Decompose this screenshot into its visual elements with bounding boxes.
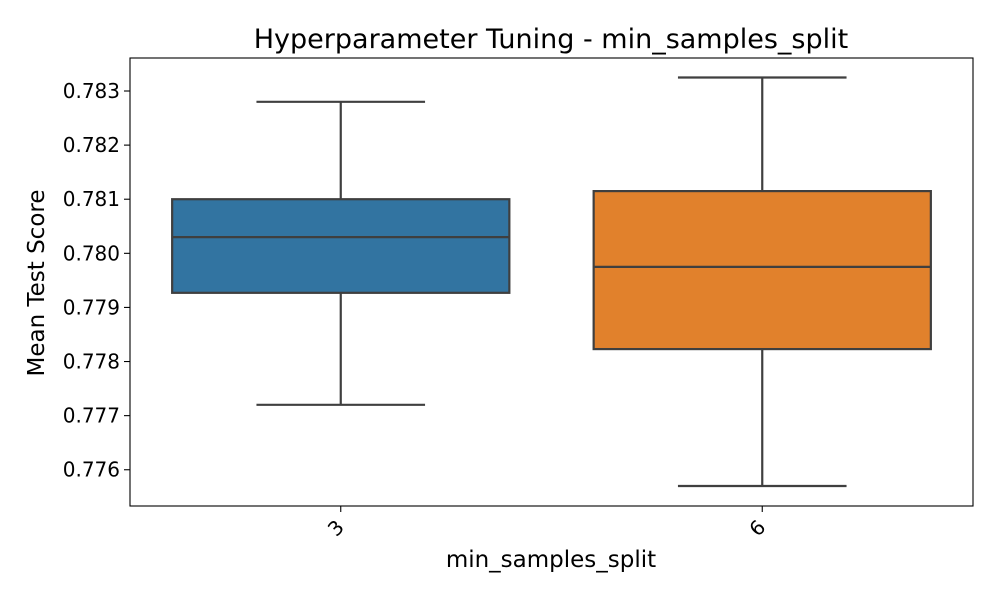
chart-title: Hyperparameter Tuning - min_samples_spli… — [254, 24, 848, 55]
y-tick-label: 0.778 — [63, 350, 120, 374]
plot-area: 0.776 0.777 0.778 0.779 0.780 0.781 0.782 0.783… — [63, 57, 974, 541]
y-tick-label: 0.777 — [63, 404, 120, 428]
x-tick-label: 3 — [323, 515, 349, 541]
y-tick-label: 0.782 — [63, 133, 120, 157]
x-axis-label: min_samples_split — [446, 547, 656, 573]
iqr-box — [592, 190, 932, 351]
y-tick-label: 0.783 — [63, 79, 120, 103]
box-group — [592, 76, 932, 488]
x-tick-label: 6 — [744, 515, 770, 541]
y-axis-label: Mean Test Score — [24, 190, 50, 377]
y-tick-label: 0.779 — [63, 295, 120, 319]
axes-frame — [129, 57, 974, 507]
box-group — [171, 100, 511, 406]
y-tick-label: 0.780 — [63, 241, 120, 265]
iqr-box — [171, 198, 511, 294]
y-tick-label: 0.781 — [63, 187, 120, 211]
y-tick-label: 0.776 — [63, 458, 120, 482]
